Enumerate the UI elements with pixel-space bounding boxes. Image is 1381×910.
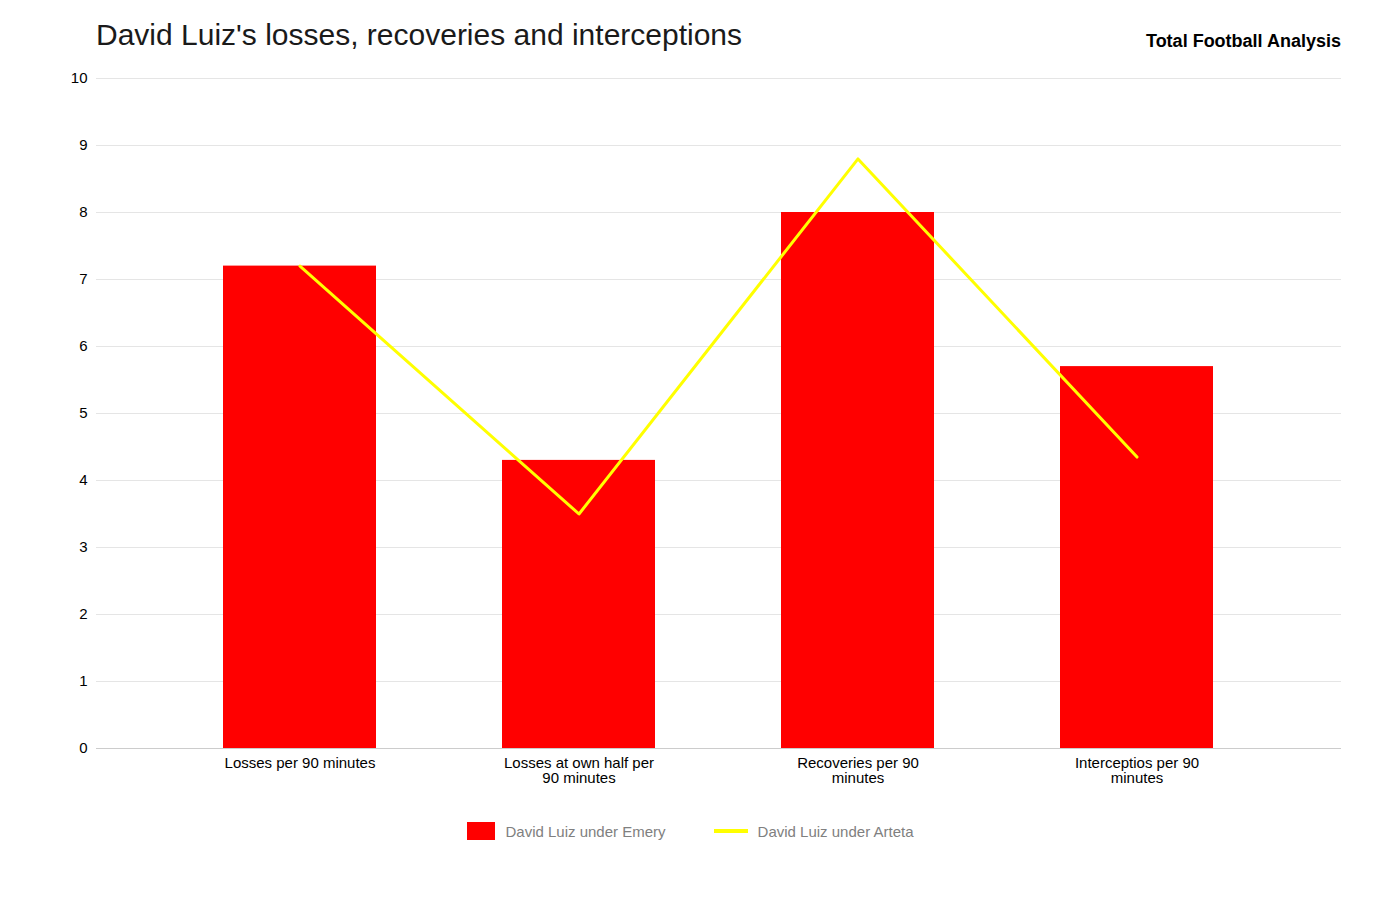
svg-text:Losses per 90 minutes: Losses per 90 minutes bbox=[225, 754, 376, 771]
svg-text:0: 0 bbox=[79, 739, 87, 756]
svg-text:1: 1 bbox=[79, 672, 87, 689]
svg-text:4: 4 bbox=[79, 471, 87, 488]
svg-text:6: 6 bbox=[79, 337, 87, 354]
svg-text:Interceptios per 90minutes: Interceptios per 90minutes bbox=[1075, 754, 1199, 786]
svg-text:7: 7 bbox=[79, 270, 87, 287]
svg-text:10: 10 bbox=[71, 69, 88, 86]
svg-text:9: 9 bbox=[79, 136, 87, 153]
html-text:David Luiz's losses, recoverie: David Luiz's losses, recoveries and inte… bbox=[96, 18, 742, 51]
svg-text:8: 8 bbox=[79, 203, 87, 220]
svg-text:5: 5 bbox=[79, 404, 87, 421]
svg-text:2: 2 bbox=[79, 605, 87, 622]
svg-text:3: 3 bbox=[79, 538, 87, 555]
svg-text:Recoveries per 90minutes: Recoveries per 90minutes bbox=[797, 754, 919, 786]
html-text:Total Football Analysis: Total Football Analysis bbox=[1146, 31, 1341, 51]
html-text:David Luiz under Arteta: David Luiz under Arteta bbox=[757, 822, 914, 840]
svg-text:Losses at own half per90 minut: Losses at own half per90 minutes bbox=[504, 754, 654, 786]
html-text:David Luiz under Emery: David Luiz under Emery bbox=[505, 822, 666, 840]
